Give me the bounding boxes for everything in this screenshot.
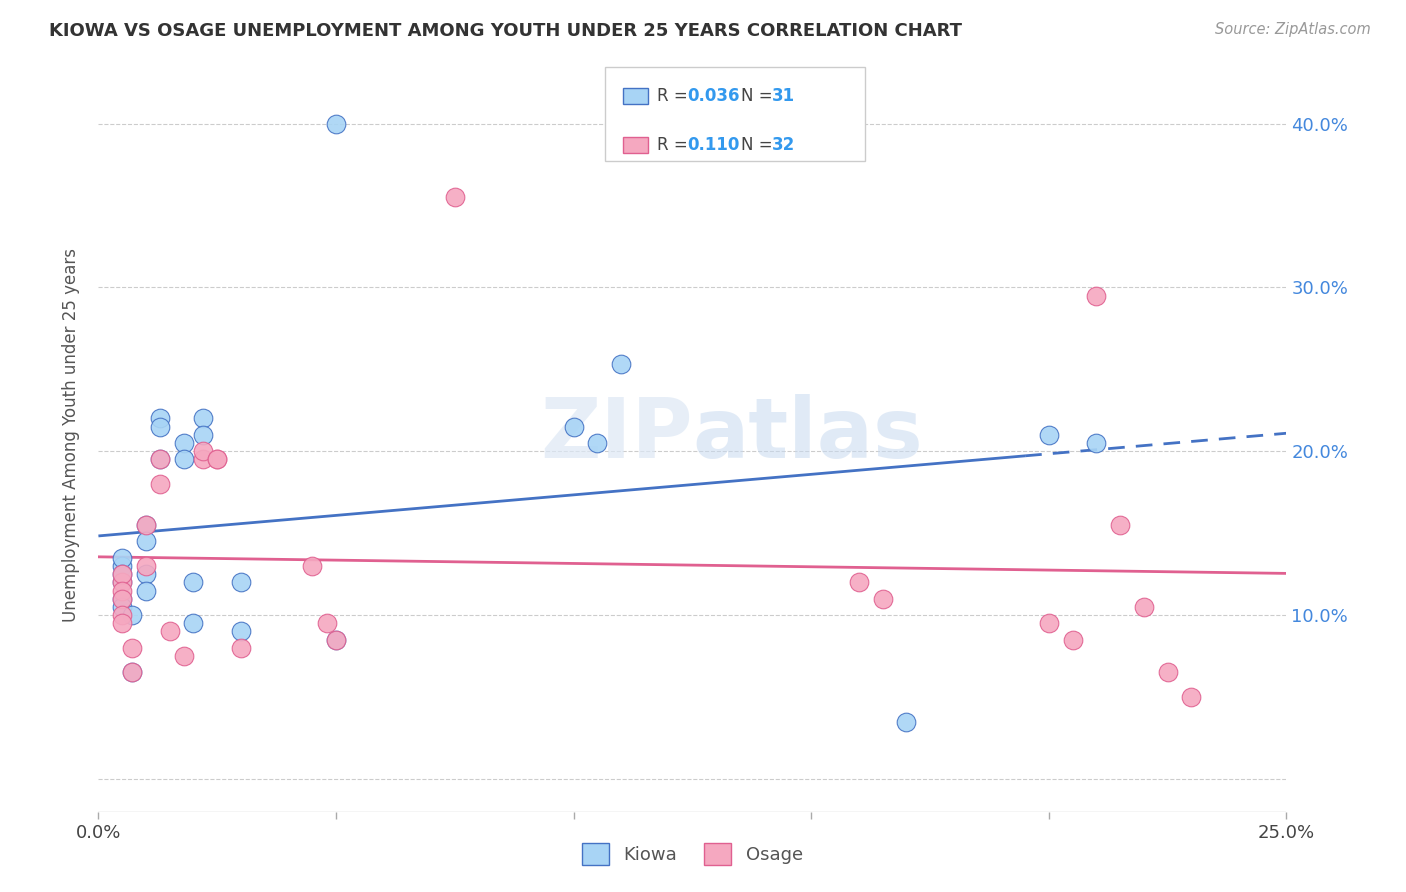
Point [229, 575, 252, 590]
Point [191, 452, 214, 467]
Point [121, 665, 143, 680]
Point [1156, 665, 1178, 680]
Point [149, 452, 172, 467]
Point [1085, 288, 1108, 302]
Point [183, 616, 205, 631]
Point [562, 419, 585, 434]
Point [159, 624, 181, 639]
Point [149, 411, 172, 425]
Text: atlas: atlas [692, 394, 924, 475]
Point [1109, 518, 1132, 533]
Point [111, 567, 134, 582]
Point [191, 411, 214, 425]
Text: ZIP: ZIP [540, 394, 692, 475]
Point [111, 567, 134, 582]
Point [135, 534, 157, 549]
Point [1133, 599, 1156, 614]
Point [111, 575, 134, 590]
Point [191, 444, 214, 458]
Point [149, 477, 172, 491]
Text: R =: R = [657, 136, 693, 154]
Point [1038, 428, 1060, 442]
Point [1038, 616, 1060, 631]
Point [111, 558, 134, 573]
Legend: Kiowa, Osage: Kiowa, Osage [575, 836, 810, 872]
Point [896, 714, 918, 729]
Point [207, 452, 229, 467]
Point [111, 599, 134, 614]
Point [301, 558, 323, 573]
Point [173, 452, 195, 467]
Point [183, 575, 205, 590]
Point [135, 567, 157, 582]
Point [872, 591, 894, 606]
Point [610, 358, 633, 372]
Point [173, 436, 195, 450]
Point [111, 591, 134, 606]
Text: N =: N = [741, 136, 778, 154]
Point [444, 190, 467, 204]
Point [121, 608, 143, 623]
Point [1062, 632, 1084, 647]
Point [121, 665, 143, 680]
Point [315, 616, 337, 631]
Point [191, 428, 214, 442]
Text: 32: 32 [772, 136, 796, 154]
Point [135, 583, 157, 598]
Text: KIOWA VS OSAGE UNEMPLOYMENT AMONG YOUTH UNDER 25 YEARS CORRELATION CHART: KIOWA VS OSAGE UNEMPLOYMENT AMONG YOUTH … [49, 22, 962, 40]
Text: 0.110: 0.110 [688, 136, 740, 154]
Point [848, 575, 870, 590]
Point [111, 575, 134, 590]
Point [111, 550, 134, 565]
Text: R =: R = [657, 87, 693, 105]
Point [111, 616, 134, 631]
Point [135, 558, 157, 573]
Point [111, 591, 134, 606]
Point [149, 419, 172, 434]
Point [229, 624, 252, 639]
Text: 31: 31 [772, 87, 794, 105]
Y-axis label: Unemployment Among Youth under 25 years: Unemployment Among Youth under 25 years [62, 248, 80, 622]
Text: Source: ZipAtlas.com: Source: ZipAtlas.com [1215, 22, 1371, 37]
Point [229, 640, 252, 655]
Text: N =: N = [741, 87, 778, 105]
Point [135, 518, 157, 533]
Point [111, 583, 134, 598]
Point [173, 648, 195, 663]
Point [325, 632, 347, 647]
Point [207, 452, 229, 467]
Point [1085, 436, 1108, 450]
Point [121, 640, 143, 655]
Point [111, 608, 134, 623]
Text: 0.036: 0.036 [688, 87, 740, 105]
Point [149, 452, 172, 467]
Point [325, 632, 347, 647]
Point [1180, 690, 1202, 704]
Point [135, 518, 157, 533]
Point [586, 436, 609, 450]
Point [325, 116, 347, 130]
